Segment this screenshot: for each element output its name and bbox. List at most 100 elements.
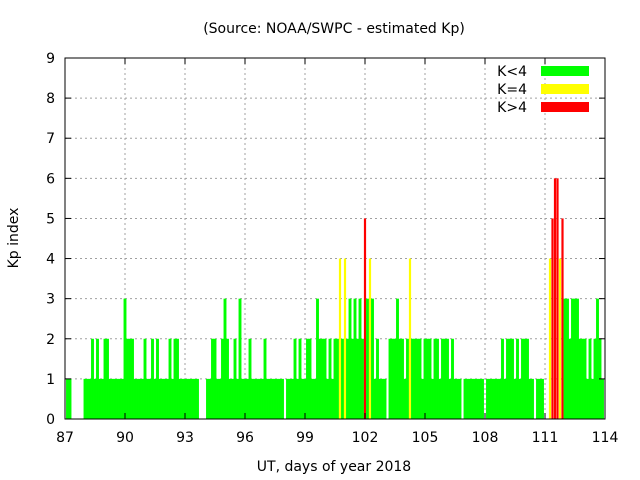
kp-bar: [293, 338, 297, 419]
kp-bar: [316, 298, 319, 419]
kp-bar: [393, 338, 397, 419]
kp-bar: [383, 378, 387, 419]
kp-bar: [336, 338, 339, 419]
kp-bar: [426, 338, 429, 419]
kp-bar: [436, 338, 439, 419]
y-tick-label: 6: [46, 171, 55, 187]
kp-bar: [298, 338, 302, 419]
kp-bar: [273, 378, 277, 419]
legend-swatch: [541, 66, 589, 76]
kp-bar: [501, 338, 504, 419]
kp-bar: [308, 338, 312, 419]
kp-bar: [576, 298, 579, 419]
kp-bar: [526, 338, 529, 419]
y-axis-label: Kp index: [6, 208, 22, 269]
kp-bar: [223, 298, 227, 419]
kp-bar: [238, 298, 242, 419]
chart-title: (Source: NOAA/SWPC - estimated Kp): [203, 21, 465, 37]
kp-bar: [486, 378, 489, 419]
kp-bar: [276, 378, 279, 419]
x-tick-label: 102: [352, 430, 379, 446]
kp-bar: [123, 298, 127, 419]
kp-bar: [131, 338, 134, 419]
kp-bar: [328, 338, 332, 419]
kp-bar: [268, 378, 272, 419]
kp-bar: [498, 378, 502, 419]
kp-bar: [596, 298, 599, 419]
kp-bar: [521, 338, 524, 419]
kp-bar: [441, 338, 444, 419]
x-axis-label: UT, days of year 2018: [257, 459, 411, 475]
kp-bar: [481, 378, 484, 419]
kp-bar: [548, 258, 552, 419]
legend-label: K=4: [497, 82, 527, 98]
kp-bar: [376, 338, 379, 419]
y-tick-label: 4: [46, 252, 55, 268]
kp-bar: [418, 338, 422, 419]
kp-bar: [93, 378, 97, 419]
kp-bar: [261, 378, 264, 419]
kp-bar: [346, 338, 349, 419]
kp-bar: [178, 378, 182, 419]
kp-bar: [163, 378, 167, 419]
kp-bar: [311, 378, 314, 419]
kp-bar: [213, 338, 217, 419]
kp-bar: [191, 378, 194, 419]
kp-bar: [333, 338, 337, 419]
kp-bar: [231, 378, 234, 419]
kp-bar: [443, 338, 447, 419]
kp-bar: [248, 338, 252, 419]
kp-bar: [468, 378, 472, 419]
kp-bar: [408, 258, 412, 419]
kp-bar: [573, 298, 577, 419]
kp-bar: [373, 378, 377, 419]
kp-bar: [556, 178, 559, 419]
kp-bar: [506, 338, 509, 419]
kp-bar: [511, 338, 514, 419]
kp-bar: [86, 378, 89, 419]
kp-bar: [121, 378, 124, 419]
kp-bar: [183, 378, 187, 419]
kp-bar: [211, 338, 214, 419]
kp-bar: [571, 298, 574, 419]
kp-bar: [278, 378, 282, 419]
kp-bar: [566, 298, 569, 419]
kp-bar: [326, 378, 329, 419]
kp-bar: [368, 258, 372, 419]
kp-bar: [233, 338, 237, 419]
kp-bar: [508, 338, 512, 419]
kp-bar: [456, 378, 459, 419]
x-tick-label: 108: [472, 430, 499, 446]
kp-bar: [321, 338, 324, 419]
x-tick-label: 114: [592, 430, 619, 446]
kp-bar: [513, 378, 517, 419]
kp-bar: [271, 378, 274, 419]
kp-bar: [448, 378, 452, 419]
y-tick-label: 1: [46, 372, 55, 388]
kp-bar: [416, 338, 419, 419]
kp-bar: [388, 338, 392, 419]
kp-bar: [251, 378, 254, 419]
kp-bar: [126, 338, 129, 419]
kp-bar: [361, 338, 364, 419]
kp-bar: [403, 378, 407, 419]
y-tick-label: 5: [46, 211, 55, 227]
x-tick-label: 90: [116, 430, 134, 446]
kp-bar: [116, 378, 119, 419]
kp-bar: [141, 378, 144, 419]
y-tick-label: 8: [46, 91, 55, 107]
kp-bar: [413, 338, 417, 419]
y-tick-labels: 0 1 2 3 4 5 6 7 8 9: [46, 51, 55, 428]
plot-frame: [64, 57, 606, 420]
y-tick-label: 7: [46, 131, 55, 147]
x-tick-label: 111: [532, 430, 559, 446]
kp-bar: [473, 378, 477, 419]
kp-bar: [528, 378, 532, 419]
kp-bar: [523, 338, 527, 419]
kp-bar: [488, 378, 492, 419]
kp-bar: [236, 378, 239, 419]
kp-bar: [358, 298, 362, 419]
kp-bar: [391, 338, 394, 419]
kp-bar: [208, 378, 212, 419]
